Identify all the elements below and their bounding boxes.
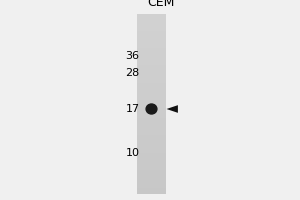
Text: 10: 10 bbox=[125, 148, 140, 158]
Ellipse shape bbox=[146, 104, 157, 114]
Text: CEM: CEM bbox=[147, 0, 174, 9]
Text: 17: 17 bbox=[125, 104, 140, 114]
Text: 28: 28 bbox=[125, 68, 140, 78]
Text: 36: 36 bbox=[125, 51, 140, 61]
Polygon shape bbox=[167, 105, 178, 113]
